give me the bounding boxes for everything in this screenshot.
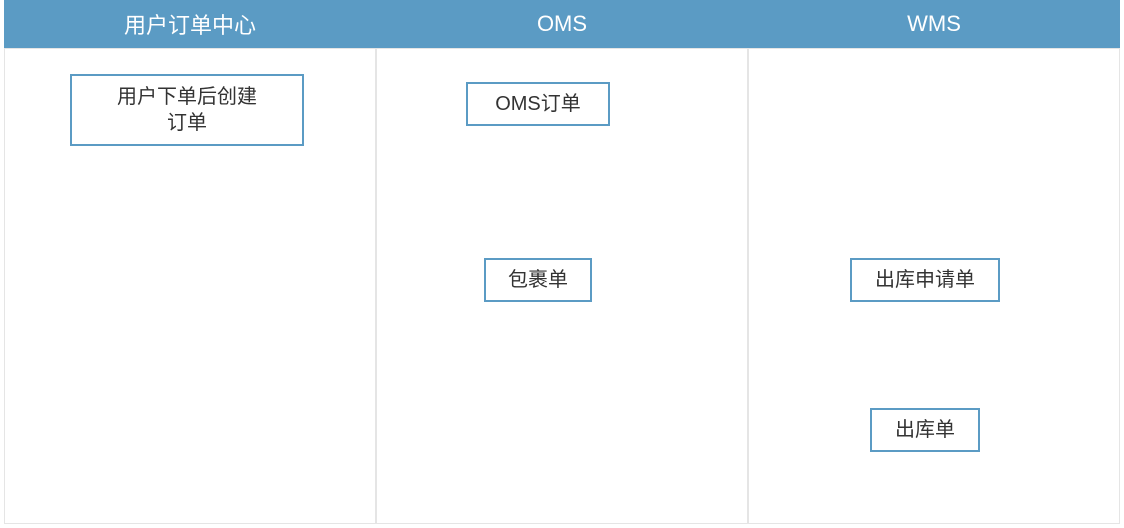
flowchart-diagram: 用户订单中心OMSWMS 用户下单后创建 订单 OMS订单包裹单 出库申请单出库单	[0, 0, 1124, 528]
lane-wms-header: WMS	[748, 0, 1120, 48]
node-n-package: 包裹单	[484, 258, 592, 302]
node-n-user-create: 用户下单后创建 订单	[70, 74, 304, 146]
node-n-oms-order: OMS订单	[466, 82, 610, 126]
lane-oms-header: OMS	[376, 0, 748, 48]
node-n-out: 出库单	[870, 408, 980, 452]
node-n-out-apply: 出库申请单	[850, 258, 1000, 302]
lane-user-header: 用户订单中心	[4, 0, 376, 48]
